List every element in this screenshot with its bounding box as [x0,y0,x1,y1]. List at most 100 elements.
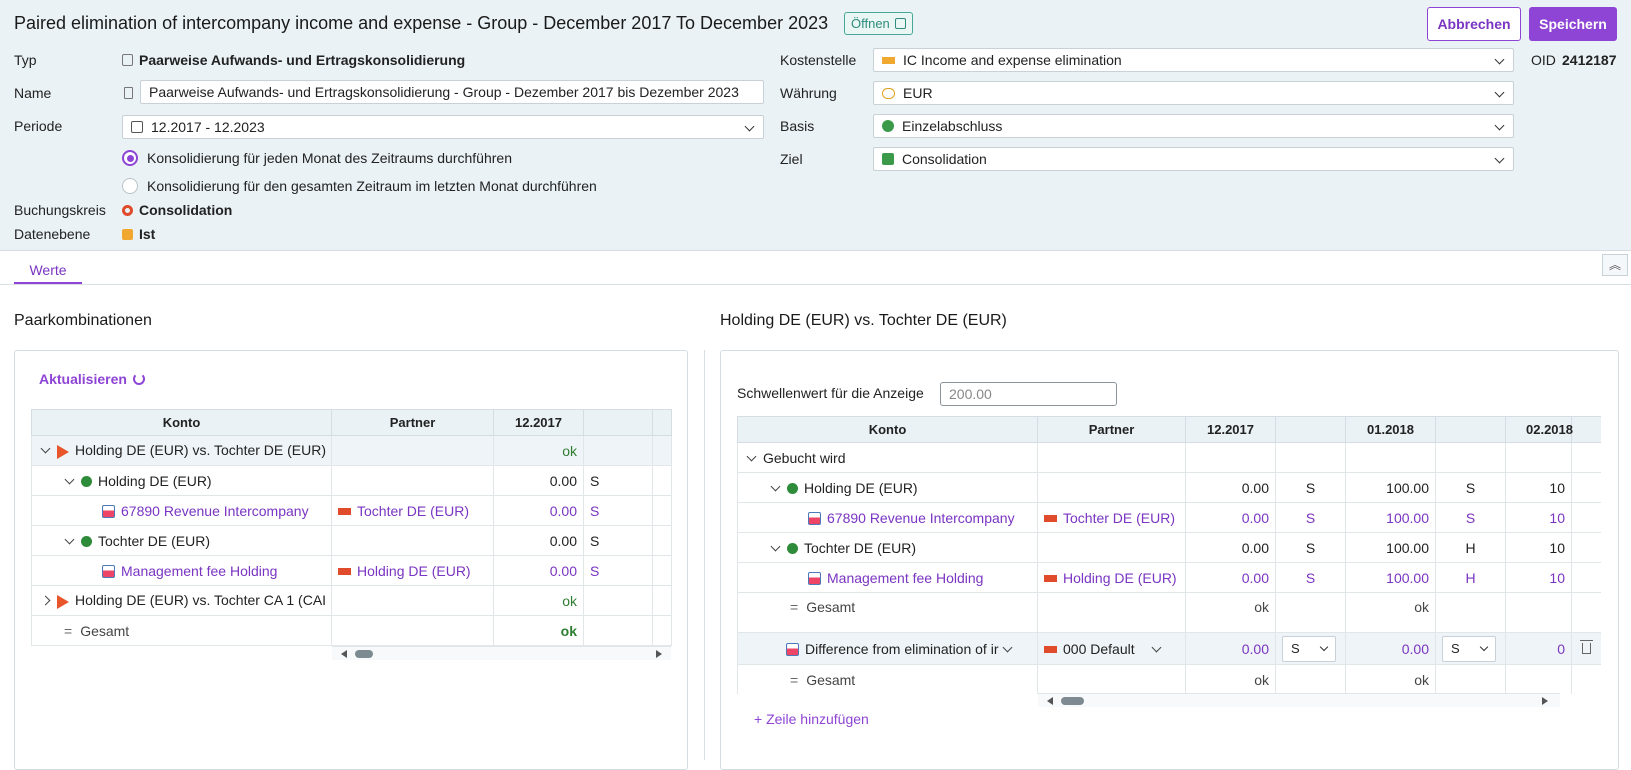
scroll-right-icon[interactable] [1542,697,1548,705]
typ-value: Paarweise Aufwands- und Ertragskonsolidi… [122,52,465,68]
table-row[interactable]: Holding DE (EUR) vs. Tochter CA 1 (CAI o… [31,585,672,616]
cube-icon [122,228,133,240]
scroll-right-icon[interactable] [656,650,662,658]
ring-icon [122,204,133,216]
refresh-button[interactable]: Aktualisieren [39,371,145,387]
chevron-down-icon [1494,87,1505,98]
side-select[interactable]: S [1282,635,1336,662]
account-icon [808,512,821,526]
periode-select[interactable]: 12.2017 - 12.2023 [122,115,764,139]
kostenstelle-label: Kostenstelle [780,52,857,68]
scroll-left-icon[interactable] [341,650,347,658]
box-icon [882,153,894,165]
status-badge[interactable]: Öffnen [844,12,913,35]
table-header-row: Konto Partner 12.2017 [31,409,672,436]
account-icon [786,643,799,657]
ziel-label: Ziel [780,151,803,167]
company-flag-icon [1044,515,1057,523]
table-row-total: = Gesamt ok [31,615,672,646]
table-row[interactable]: Holding DE (EUR) 0.00 S 100.00 S 10 [737,472,1601,503]
col-s [583,409,653,436]
table-row[interactable]: Management fee Holding Holding DE (EUR) … [737,562,1601,593]
table-row[interactable]: Management fee Holding Holding DE (EUR) … [31,555,672,586]
table-row-total: = Gesamt ok ok [737,664,1601,694]
chevron-right-icon[interactable] [40,595,51,606]
detail-table: Konto Partner 12.2017 01.2018 02.2018 Ge… [737,416,1601,694]
cost-center-icon [882,56,895,64]
side-select[interactable]: S [1442,635,1496,662]
structure-icon [882,120,894,132]
open-icon [894,18,906,29]
waehrung-label: Währung [780,85,837,101]
left-hscrollbar[interactable] [332,646,671,660]
chevron-down-icon[interactable] [770,541,781,551]
cancel-button[interactable]: Abbrechen [1427,7,1521,41]
table-row-editable[interactable]: Difference from elimination of ir 000 De… [737,632,1601,665]
col-extra [652,409,672,436]
chevron-down-icon[interactable] [1151,642,1162,652]
chevron-down-icon[interactable] [770,481,781,491]
ziel-select[interactable]: Consolidation [873,147,1514,171]
trash-icon[interactable] [1580,639,1593,654]
name-field[interactable]: Paarweise Aufwands- und Ertragskonsolidi… [140,80,764,104]
col-konto: Konto [31,409,332,436]
chevron-down-icon [1494,153,1505,164]
radio-selected-icon [122,150,138,166]
status-dot-icon [81,476,92,488]
chevron-down-icon [1494,120,1505,131]
table-header-row: Konto Partner 12.2017 01.2018 02.2018 [737,416,1601,443]
page-title: Paired elimination of intercompany incom… [14,13,829,33]
header-panel: Paired elimination of intercompany incom… [0,0,1631,251]
table-row[interactable]: Holding DE (EUR) vs. Tochter DE (EUR) ok [31,435,672,466]
scroll-thumb[interactable] [1061,697,1084,705]
scroll-thumb[interactable] [355,650,373,658]
table-row[interactable]: Tochter DE (EUR) 0.00 S [31,525,672,556]
kostenstelle-select[interactable]: IC Income and expense elimination [873,48,1514,72]
document-icon [124,87,133,99]
scroll-left-icon[interactable] [1047,697,1053,705]
chevron-down-icon[interactable] [746,451,757,461]
threshold-input[interactable]: 200.00 [940,382,1117,406]
collapse-icon[interactable]: ︽ [1602,254,1628,276]
account-icon [808,572,821,586]
datenebene-value: Ist [122,226,155,242]
buchungskreis-value: Consolidation [122,202,232,218]
name-label: Name [14,85,52,101]
panel-divider[interactable] [704,350,705,760]
left-section-title: Paarkombinationen [14,312,152,329]
table-row[interactable]: 67890 Revenue Intercompany Tochter DE (E… [737,502,1601,533]
pair-flag-icon [57,444,69,459]
company-flag-icon [1044,646,1057,654]
waehrung-select[interactable]: EUR [873,81,1514,105]
tab-divider [0,284,1631,285]
tab-werte[interactable]: Werte [14,256,82,284]
right-hscrollbar[interactable] [1038,693,1560,707]
chevron-down-icon[interactable] [1003,642,1013,652]
datenebene-label: Datenebene [14,226,91,242]
save-button[interactable]: Speichern [1529,7,1617,41]
add-row-button[interactable]: + Zeile hinzufügen [754,711,869,727]
table-row[interactable]: Tochter DE (EUR) 0.00 S 100.00 H 10 [737,532,1601,563]
periode-label: Periode [14,118,63,134]
status-dot-icon [787,483,798,495]
company-flag-icon [338,508,351,516]
status-dot-icon [787,543,798,555]
table-row-total: = Gesamt ok ok [737,592,1601,633]
chevron-down-icon[interactable] [64,474,75,484]
company-flag-icon [1044,575,1057,583]
table-row[interactable]: 67890 Revenue Intercompany Tochter DE (E… [31,495,672,526]
coins-icon [882,87,895,99]
chevron-down-icon [744,121,755,132]
chevron-down-icon[interactable] [40,443,51,454]
chevron-down-icon [1494,54,1505,65]
radio-whole-period[interactable]: Konsolidierung für den gesamten Zeitraum… [122,178,597,194]
table-row[interactable]: Holding DE (EUR) 0.00 S [31,465,672,496]
account-icon [102,565,115,579]
chevron-down-icon[interactable] [64,534,75,544]
type-icon [122,54,133,66]
basis-select[interactable]: Einzelabschluss [873,114,1514,138]
table-row[interactable]: Gebucht wird [737,442,1601,473]
calendar-icon [131,121,143,133]
typ-label: Typ [14,52,37,68]
radio-each-month[interactable]: Konsolidierung für jeden Monat des Zeitr… [122,150,512,166]
